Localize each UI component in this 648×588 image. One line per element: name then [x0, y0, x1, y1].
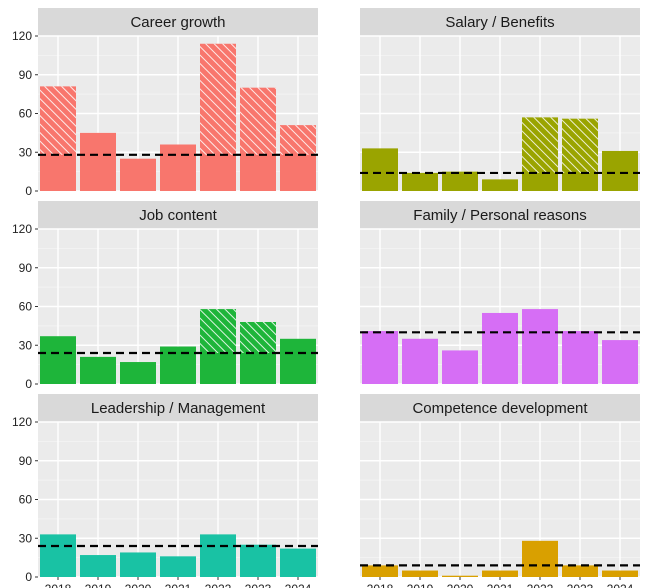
bar-hatch-2024	[280, 125, 316, 155]
bar-hatch-2018	[40, 86, 76, 155]
x-tick-label: 2019	[85, 582, 112, 588]
panel-5: Competence development	[360, 394, 640, 578]
bar-2022	[522, 309, 558, 384]
x-tick-label: 2022	[527, 582, 554, 588]
y-tick-label: 30	[19, 531, 33, 545]
y-tick-label: 120	[12, 415, 32, 429]
panel-title: Competence development	[412, 400, 588, 417]
y-tick-label: 90	[19, 68, 33, 82]
x-tick-label: 2021	[487, 582, 514, 588]
x-tick-label: 2020	[447, 582, 474, 588]
panel-title: Job content	[139, 207, 217, 224]
bar-hatch-2023	[562, 118, 598, 173]
y-tick-label: 90	[19, 261, 33, 275]
panel-2: Job content	[38, 201, 318, 385]
bar-2024	[602, 150, 638, 191]
bar-2020	[120, 158, 156, 191]
y-tick-label: 90	[19, 454, 33, 468]
y-tick-label: 0	[25, 184, 32, 198]
bar-2021	[160, 144, 196, 191]
bar-2019	[80, 555, 116, 577]
bar-hatch-2023	[240, 87, 276, 155]
bar-2019	[402, 172, 438, 191]
y-tick-label: 30	[19, 145, 33, 159]
x-tick-label: 2023	[567, 582, 594, 588]
bar-2020	[120, 552, 156, 577]
bar-2023	[240, 544, 276, 577]
bar-2018	[362, 565, 398, 577]
bar-2021	[482, 179, 518, 191]
y-tick-label: 0	[25, 570, 32, 584]
bar-2020	[442, 171, 478, 191]
bar-hatch-2022	[522, 117, 558, 173]
panel-strip	[360, 394, 640, 422]
bar-2024	[602, 340, 638, 384]
bar-2019	[402, 338, 438, 384]
bar-2019	[402, 570, 438, 577]
panel-title: Salary / Benefits	[445, 14, 554, 31]
x-tick-label: 2021	[165, 582, 192, 588]
y-tick-label: 120	[12, 29, 32, 43]
panel-title: Family / Personal reasons	[413, 207, 586, 224]
x-tick-label: 2018	[367, 582, 394, 588]
panel-0: Career growth	[38, 8, 318, 192]
panel-strip	[360, 8, 640, 36]
bar-2018	[362, 331, 398, 384]
bar-hatch-2022	[200, 309, 236, 353]
panel-strip	[38, 201, 318, 229]
x-tick-label: 2018	[45, 582, 72, 588]
panel-3: Family / Personal reasons	[360, 201, 640, 385]
bar-2021	[160, 556, 196, 577]
bar-2020	[120, 362, 156, 384]
bar-2023	[562, 565, 598, 577]
y-tick-label: 60	[19, 107, 33, 121]
x-tick-label: 2020	[125, 582, 152, 588]
y-tick-label: 0	[25, 377, 32, 391]
bar-2020	[442, 350, 478, 384]
x-tick-label: 2023	[245, 582, 272, 588]
bar-hatch-2023	[240, 322, 276, 353]
bar-2020	[442, 575, 478, 577]
panel-1: Salary / Benefits	[360, 8, 640, 192]
bar-2018	[40, 534, 76, 577]
panel-strip	[38, 394, 318, 422]
bar-2024	[280, 338, 316, 384]
bar-2021	[482, 570, 518, 577]
panel-strip	[38, 8, 318, 36]
y-tick-label: 120	[12, 222, 32, 236]
bar-2018	[40, 336, 76, 384]
x-tick-label: 2024	[285, 582, 312, 588]
x-tick-label: 2022	[205, 582, 232, 588]
axis-layer: 0 30 60 90 120 0 30 60 90 120 0 30 60 90 120 2018 2019 20…	[12, 29, 634, 588]
bar-2018	[362, 148, 398, 191]
bar-2021	[482, 312, 518, 384]
bar-2024	[280, 548, 316, 577]
y-tick-label: 60	[19, 300, 33, 314]
panel-title: Leadership / Management	[91, 400, 266, 417]
bar-hatch-2022	[200, 43, 236, 155]
panels-layer: Career growth Salary / Benefits Job conten…	[38, 8, 640, 578]
panel-4: Leadership / Management	[38, 394, 318, 578]
bar-2021	[160, 346, 196, 384]
panel-title: Career growth	[130, 14, 225, 31]
x-tick-label: 2019	[407, 582, 434, 588]
x-tick-label: 2024	[607, 582, 634, 588]
y-tick-label: 60	[19, 493, 33, 507]
bar-2022	[200, 534, 236, 577]
y-tick-label: 30	[19, 338, 33, 352]
bar-2022	[522, 540, 558, 577]
panel-strip	[360, 201, 640, 229]
bar-2024	[602, 570, 638, 577]
bar-2019	[80, 132, 116, 191]
bar-2019	[80, 356, 116, 384]
bar-2023	[562, 331, 598, 384]
